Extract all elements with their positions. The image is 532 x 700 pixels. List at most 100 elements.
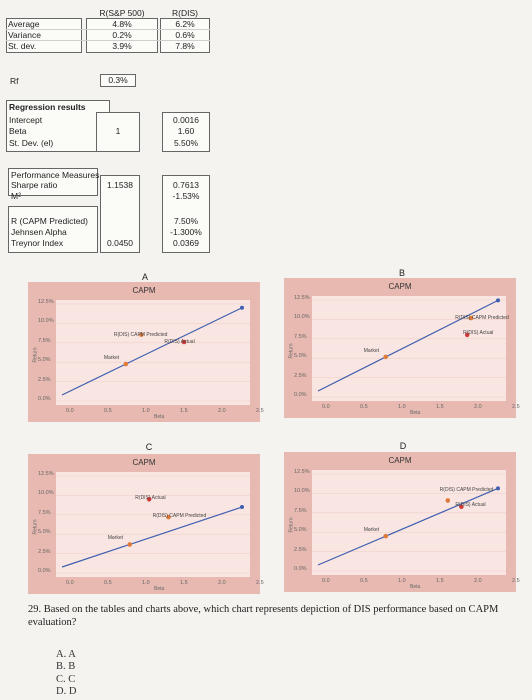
option-b[interactable]: B. B <box>56 661 76 673</box>
regression-title: Regression results <box>9 102 86 112</box>
chart-c-ytick: 5.0% <box>38 529 51 536</box>
chart-c-title: CAPM <box>132 458 156 467</box>
chart-c-label-actual: R(DIS) Actual <box>135 494 166 501</box>
chart-c-xtick: 0.5 <box>104 580 112 586</box>
cell-sd-dis: 7.8% <box>175 41 195 51</box>
row-label-variance: Variance <box>8 30 41 40</box>
performance-col-dis <box>162 175 210 253</box>
chart-c-xtick: 0.0 <box>66 580 74 586</box>
performance-col-sp500 <box>100 175 140 253</box>
rf-box <box>100 74 136 87</box>
chart-c-svg <box>56 475 250 574</box>
chart-c: CAPM Market R(DIS) CAPM Predicted R(DIS) A… <box>28 454 264 594</box>
cell-var-sp500: 0.2% <box>112 30 132 40</box>
chart-d-xlabel: Beta <box>410 584 421 590</box>
chart-b-ytick: 2.5% <box>294 372 307 379</box>
option-a[interactable]: A. A <box>56 649 76 660</box>
summary-table-sp500 <box>86 18 158 53</box>
reg-label-stdev-el: St. Dev. (el) <box>9 138 54 148</box>
chart-c-line-end <box>240 505 244 510</box>
chart-a-label-market: Market <box>103 355 120 362</box>
chart-a-ytick: 12.5% <box>38 299 54 305</box>
chart-a-point-actual <box>181 339 187 345</box>
option-d[interactable]: D. D <box>56 685 77 697</box>
chart-a-point-capm <box>139 332 144 337</box>
chart-d-ytick: 12.5% <box>294 469 310 475</box>
chart-b-point-actual <box>464 332 470 338</box>
chart-c-xtick: 2.0 <box>218 580 226 586</box>
chart-b-xtick: 1.5 <box>436 404 444 410</box>
chart-a-sml-line <box>61 307 243 396</box>
chart-b-label-capm: R(DIS) CAPM Predicted <box>455 315 509 322</box>
col-header-dis: R(DIS) <box>172 8 198 18</box>
reg-label-intercept: Intercept <box>9 115 43 125</box>
chart-d-svg <box>312 473 506 572</box>
chart-d-label-actual: R(DIS) Actual <box>455 501 486 508</box>
chart-d-xtick: 1.0 <box>398 578 406 584</box>
perf-label-alpha: Jehnsen Alpha <box>11 227 67 237</box>
option-c[interactable]: C. C <box>56 673 76 685</box>
chart-a-point-market <box>123 361 129 367</box>
chart-d-point-actual <box>459 504 464 510</box>
chart-d-xtick: 0.0 <box>322 578 330 584</box>
chart-letter-b: B <box>398 268 405 278</box>
reg-beta-dis: 1.60 <box>177 126 195 136</box>
perf-label-treynor: Treynor Index <box>11 238 64 248</box>
regression-col-dis <box>162 112 210 152</box>
chart-c-xtick: 1.0 <box>142 580 150 586</box>
chart-b-ytick: 10.0% <box>294 314 310 321</box>
chart-d-xtick: 2.0 <box>474 578 482 584</box>
chart-d-xtick: 0.5 <box>360 578 368 584</box>
chart-d-ytick: 2.5% <box>294 546 307 553</box>
chart-a-ytick: 0.0% <box>38 396 51 402</box>
chart-c-point-market <box>127 542 133 547</box>
chart-b-xtick: 1.0 <box>398 404 406 410</box>
cell-var-dis: 0.6% <box>175 30 195 40</box>
chart-d-ytick: 0.0% <box>294 566 307 572</box>
chart-a-xtick: 2.5 <box>256 408 264 414</box>
reg-stdev-dis: 5.50% <box>173 138 199 148</box>
capm-predicted-box <box>8 206 98 253</box>
reg-beta-sp500: 1 <box>115 126 121 136</box>
chart-c-plot: Market R(DIS) CAPM Predicted R(DIS) Actual <box>56 472 250 577</box>
chart-a-xtick: 1.5 <box>180 408 188 414</box>
chart-d-label-market: Market <box>363 527 379 534</box>
chart-b-plot: Market R(DIS) CAPM Predicted R(DIS) Actual <box>312 296 509 401</box>
chart-c-ytick: 7.5% <box>38 509 51 516</box>
chart-b-xtick: 0.0 <box>322 404 330 410</box>
perf-label-m2: M² <box>11 191 21 201</box>
chart-b-sml-line <box>317 299 499 392</box>
chart-b-ytick: 0.0% <box>294 392 307 398</box>
chart-b-xtick: 0.5 <box>360 404 368 410</box>
chart-d-plot: Market R(DIS) CAPM Predicted R(DIS) Actual <box>312 470 506 575</box>
chart-d-point-market <box>383 533 389 539</box>
performance-table <box>8 168 98 196</box>
chart-b-ytick: 12.5% <box>294 295 310 301</box>
chart-d-ytick: 7.5% <box>294 507 307 514</box>
chart-a-xtick: 0.0 <box>66 408 74 414</box>
chart-a-xtick: 2.0 <box>218 408 226 414</box>
chart-c-xlabel: Beta <box>154 586 165 592</box>
perf-treynor-sp500: 0.0450 <box>107 238 133 248</box>
chart-b-point-market <box>383 354 389 360</box>
chart-d-title: CAPM <box>388 456 412 465</box>
chart-d-ytick: 5.0% <box>294 527 307 534</box>
col-header-sp500: R(S&P 500) <box>99 8 145 18</box>
perf-sharpe-dis: 0.7613 <box>173 180 199 190</box>
chart-d-label-capm: R(DIS) CAPM Predicted <box>439 487 494 494</box>
perf-alpha-dis: -1.300% <box>170 227 202 237</box>
answer-options: A. A B. B C. C D. D <box>56 649 76 698</box>
chart-a-xlabel: Beta <box>154 414 165 420</box>
performance-title: Performance Measures <box>11 170 100 180</box>
perf-label-capm-predicted: R (CAPM Predicted) <box>11 216 88 226</box>
chart-a-title: CAPM <box>132 286 156 295</box>
chart-a-ytick: 2.5% <box>38 376 51 383</box>
chart-b-xtick: 2.5 <box>512 404 520 410</box>
chart-a-plot: Market R(DIS) CAPM Predicted R(DIS) Actual <box>56 300 250 405</box>
chart-letter-c: C <box>145 442 153 452</box>
chart-a-line-end <box>240 305 244 310</box>
chart-b-title: CAPM <box>388 282 412 291</box>
chart-letter-a: A <box>141 272 148 282</box>
chart-d-xtick: 1.5 <box>436 578 444 584</box>
chart-b-line-end <box>496 298 500 303</box>
